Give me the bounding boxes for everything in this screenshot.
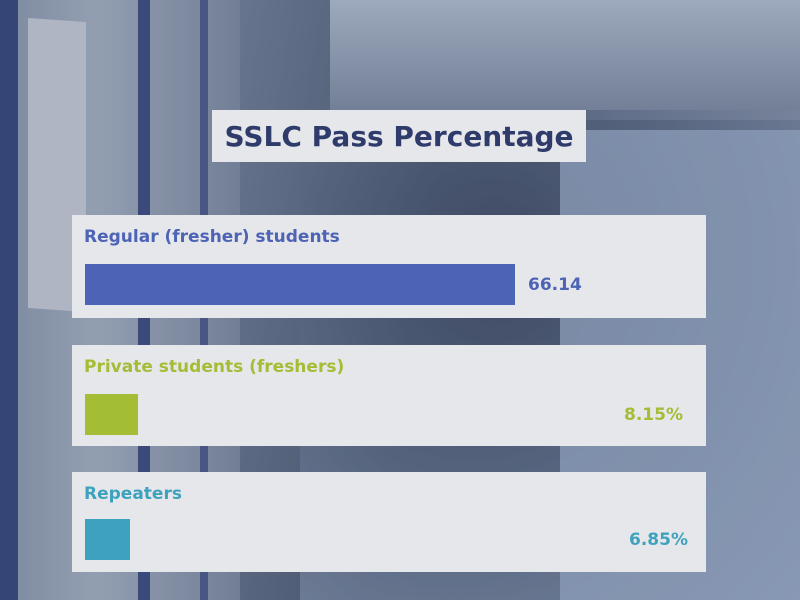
bar	[85, 264, 515, 305]
background-street	[330, 0, 800, 110]
bar-label: Private students (freshers)	[84, 357, 345, 377]
bar-value-label: 66.14	[528, 275, 582, 295]
bar	[85, 519, 130, 560]
bar-value-label: 8.15%	[624, 405, 683, 425]
bar-value-label: 6.85%	[629, 530, 688, 550]
bar-panel-repeaters: Repeaters 6.85%	[72, 472, 706, 572]
chart-title-box: SSLC Pass Percentage	[212, 110, 586, 162]
bar-panel-regular: Regular (fresher) students 66.14	[72, 215, 706, 318]
chart-title: SSLC Pass Percentage	[224, 119, 574, 153]
bar-label: Regular (fresher) students	[84, 227, 340, 247]
background-door-frame	[0, 0, 18, 600]
bar-panel-private: Private students (freshers) 8.15%	[72, 345, 706, 446]
bar-label: Repeaters	[84, 484, 182, 504]
bar	[85, 394, 138, 435]
